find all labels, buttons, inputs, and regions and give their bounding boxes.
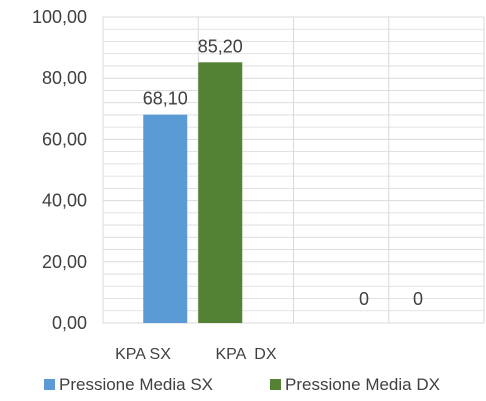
- bars: [143, 62, 243, 324]
- x-axis-categories: KPA SX KPA DX: [115, 346, 277, 363]
- y-axis-ticks: 0,00 20,00 40,00 60,00 80,00 100,00: [32, 7, 87, 333]
- legend-label-0: Pressione Media SX: [59, 375, 213, 394]
- legend-swatch-0: [44, 379, 55, 390]
- x-category-label: KPA SX: [115, 346, 171, 363]
- data-label: 0: [413, 289, 423, 309]
- data-label: 68,10: [143, 89, 188, 109]
- y-tick-label: 0,00: [52, 313, 87, 333]
- x-category-label: KPA DX: [215, 346, 276, 363]
- legend-swatch-1: [270, 379, 281, 390]
- data-labels: 68,10 85,20 0 0: [143, 36, 423, 309]
- data-label: 85,20: [198, 36, 243, 56]
- data-label: 0: [359, 289, 369, 309]
- bar-0-0: [143, 114, 188, 323]
- y-tick-label: 60,00: [42, 129, 87, 149]
- legend-label-1: Pressione Media DX: [285, 375, 440, 394]
- y-tick-label: 20,00: [42, 252, 87, 272]
- bar-1-1: [198, 62, 243, 324]
- y-tick-label: 100,00: [32, 7, 87, 27]
- y-tick-label: 40,00: [42, 191, 87, 211]
- legend: Pressione Media SX Pressione Media DX: [44, 375, 440, 394]
- y-tick-label: 80,00: [42, 68, 87, 88]
